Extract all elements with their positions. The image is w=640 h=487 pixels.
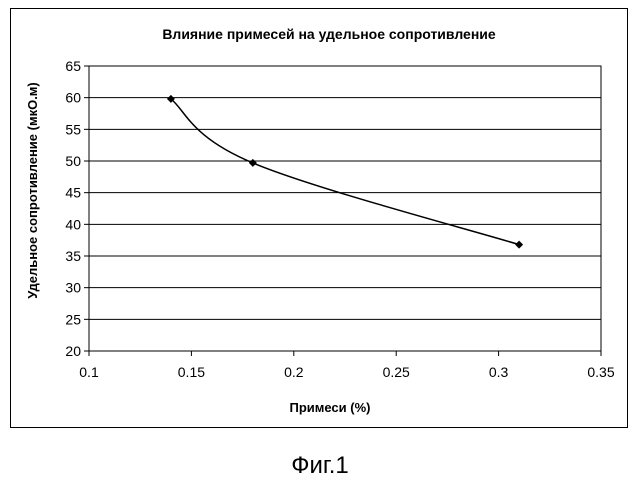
x-tick-label: 0.15	[178, 364, 205, 380]
y-tick-label: 40	[65, 216, 81, 232]
x-tick-label: 0.1	[79, 364, 99, 380]
chart-title: Влияние примесей на удельное сопротивлен…	[162, 26, 496, 42]
y-tick-label: 50	[65, 153, 81, 169]
y-tick-label: 35	[65, 248, 81, 264]
data-point	[515, 241, 523, 249]
plot-area	[89, 66, 601, 351]
x-tick-label: 0.3	[489, 364, 509, 380]
y-tick-label: 20	[65, 343, 81, 359]
y-tick-label: 25	[65, 311, 81, 327]
x-tick-label: 0.35	[587, 364, 614, 380]
y-tick-label: 45	[65, 185, 81, 201]
x-tick-label: 0.2	[284, 364, 304, 380]
chart-svg: Влияние примесей на удельное сопротивлен…	[11, 9, 629, 429]
y-tick-label: 65	[65, 58, 81, 74]
y-axis-title: Удельное сопротивление (мкО.м)	[25, 82, 40, 299]
data-point	[249, 159, 257, 167]
y-tick-label: 60	[65, 90, 81, 106]
series-line	[171, 99, 519, 245]
y-tick-label: 30	[65, 280, 81, 296]
y-tick-label: 55	[65, 121, 81, 137]
figure-caption: Фиг.1	[0, 452, 640, 480]
x-axis-title: Примеси (%)	[289, 400, 370, 415]
x-tick-label: 0.25	[383, 364, 410, 380]
chart-frame: Влияние примесей на удельное сопротивлен…	[10, 8, 628, 428]
